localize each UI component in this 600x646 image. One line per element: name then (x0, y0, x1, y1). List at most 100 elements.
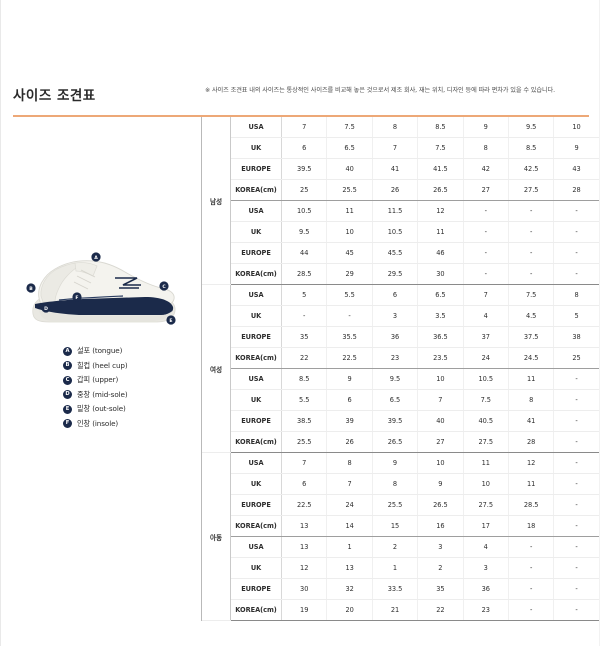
shoe-anatomy-icon: A B C D E F (26, 252, 176, 325)
size-cell: 41.5 (417, 158, 464, 180)
page-header: 사이즈 조견표 ※ 사이즈 조견표 내의 사이즈는 통상적인 사이즈를 비교해 … (1, 84, 600, 116)
size-cell: 11 (508, 368, 555, 390)
size-cell: 12 (417, 200, 464, 222)
row-header: UK (230, 137, 282, 159)
row-header: EUROPE (230, 158, 282, 180)
legend-item: B 힐컵 (heel cup) (63, 359, 193, 374)
legend-label: 중창 (mid-sole) (77, 389, 128, 399)
size-cell: 10.5 (372, 221, 419, 243)
group-label-여성: 여성 (202, 284, 231, 453)
size-cell: 9 (417, 473, 464, 495)
size-cell: - (553, 557, 599, 579)
legend-label: 설포 (tongue) (77, 346, 123, 356)
size-cell: 25 (553, 347, 599, 369)
size-cell: - (553, 452, 599, 474)
table-row: KOREA(cm) 25 25.5 26 26.5 27 27.5 28 (202, 179, 599, 201)
shoe-callout-F: F (72, 292, 82, 302)
shoe-part-legend: A 설포 (tongue) B 힐컵 (heel cup) C 갑피 (upper) D 중창… (63, 344, 193, 431)
row-header: EUROPE (230, 242, 282, 264)
row-header: USA (230, 284, 282, 306)
size-cell: 7 (281, 452, 328, 474)
size-cell: 8 (463, 137, 509, 159)
table-row: KOREA(cm) 22 22.5 23 23.5 24 24.5 25 (202, 347, 599, 369)
group-label-아동: 아동 (202, 452, 231, 621)
size-table: 남성 USA 7 7.5 8 8.5 9 9.5 10 UK 6 6.5 7 7.5 8 8.5 9 EUROPE… (202, 117, 599, 621)
legend-badge-icon: E (63, 404, 72, 414)
table-row: USA 8.5 9 9.5 10 10.5 11- (202, 368, 599, 390)
row-header: UK (230, 473, 282, 495)
size-cell: 29 (326, 263, 373, 285)
size-cell: - (508, 536, 555, 558)
size-cell: 26.5 (372, 431, 419, 453)
size-cell: 35 (281, 326, 328, 348)
size-cell: 15 (372, 515, 419, 537)
size-cell: 28 (508, 431, 555, 453)
size-cell: 9.5 (508, 117, 555, 138)
row-header: KOREA(cm) (230, 179, 282, 201)
shoe-callout-A: A (91, 252, 101, 262)
legend-label: 밑창 (out-sole) (77, 404, 126, 414)
size-cell: - (553, 410, 599, 432)
svg-text:B: B (29, 286, 33, 292)
size-cell: 6.5 (417, 284, 464, 306)
size-cell: 12 (281, 557, 328, 579)
row-header: KOREA(cm) (230, 599, 282, 621)
svg-text:E: E (169, 318, 172, 324)
size-cell: - (553, 494, 599, 516)
size-cell: - (553, 242, 599, 264)
size-cell: 3 (372, 305, 419, 327)
size-cell: 10.5 (281, 200, 328, 222)
size-cell: 23 (372, 347, 419, 369)
size-cell: 38 (553, 326, 599, 348)
size-cell: 7 (372, 137, 419, 159)
size-cell: 11 (326, 200, 373, 222)
size-cell: 4 (463, 536, 509, 558)
row-header: USA (230, 200, 282, 222)
row-header: USA (230, 368, 282, 390)
disclaimer-note: ※ 사이즈 조견표 내의 사이즈는 통상적인 사이즈를 비교해 놓은 것으로서 … (205, 87, 556, 94)
row-header: KOREA(cm) (230, 263, 282, 285)
table-row: UK 6 7 8 9 10 11- (202, 473, 599, 495)
table-row: KOREA(cm) 25.5 26 26.5 27 27.5 28- (202, 431, 599, 453)
size-cell: 19 (281, 599, 328, 621)
size-cell: 13 (281, 515, 328, 537)
size-cell: 10 (326, 221, 373, 243)
size-cell: 40 (326, 158, 373, 180)
svg-text:D: D (44, 306, 48, 312)
size-cell: 17 (463, 515, 509, 537)
size-cell: - (553, 221, 599, 243)
size-cell: 40.5 (463, 410, 509, 432)
size-cell: 1 (372, 557, 419, 579)
legend-badge-icon: F (63, 419, 72, 429)
size-cell: 41 (372, 158, 419, 180)
size-cell: 30 (281, 578, 328, 600)
size-cell: 30 (417, 263, 464, 285)
size-cell: 46 (417, 242, 464, 264)
row-header: UK (230, 221, 282, 243)
size-cell: 27 (417, 431, 464, 453)
size-cell: 7 (463, 284, 509, 306)
size-cell: 12 (508, 452, 555, 474)
size-cell: 9.5 (372, 368, 419, 390)
size-cell: 8 (372, 473, 419, 495)
size-cell: - (463, 200, 509, 222)
size-cell: 18 (508, 515, 555, 537)
legend-item: A 설포 (tongue) (63, 344, 193, 359)
size-cell: 36 (372, 326, 419, 348)
size-cell: 39.5 (281, 158, 328, 180)
size-cell: 6 (372, 284, 419, 306)
row-header: EUROPE (230, 410, 282, 432)
row-header: UK (230, 557, 282, 579)
size-cell: 5 (281, 284, 328, 306)
size-cell: 13 (281, 536, 328, 558)
table-row: 아동 USA 7 8 9 10 11 12- (202, 452, 599, 621)
size-cell: 13 (326, 557, 373, 579)
size-cell: 25.5 (281, 431, 328, 453)
size-cell: - (508, 557, 555, 579)
size-cell: - (508, 221, 555, 243)
size-cell: - (508, 242, 555, 264)
size-cell: 36 (463, 578, 509, 600)
group-label-남성: 남성 (202, 117, 231, 285)
size-cell: - (553, 473, 599, 495)
size-cell: 26.5 (417, 179, 464, 201)
